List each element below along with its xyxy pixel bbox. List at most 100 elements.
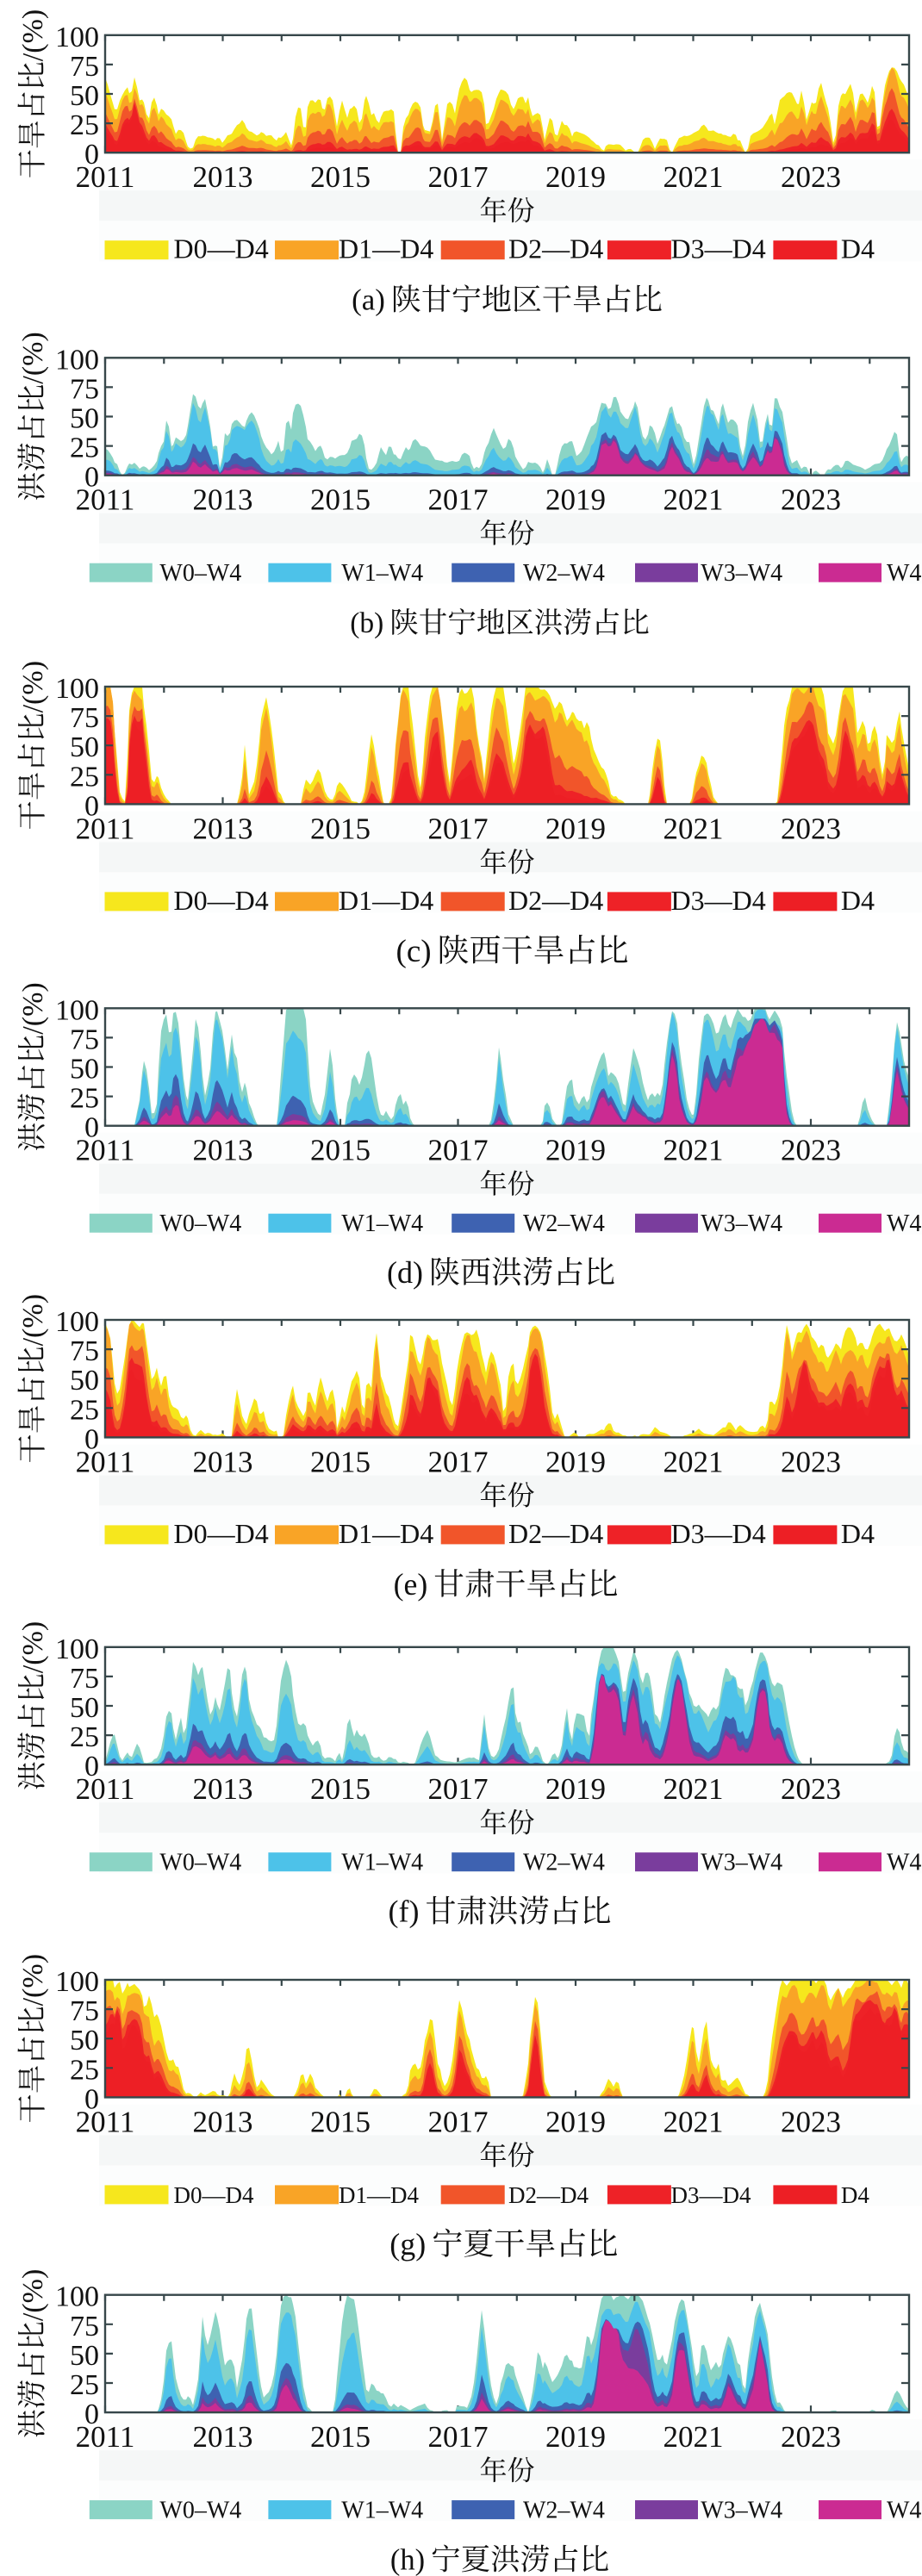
svg-text:D0—D4: D0—D4 (174, 2182, 254, 2208)
svg-text:2017: 2017 (428, 1445, 489, 1478)
svg-text:D3—D4: D3—D4 (671, 2182, 751, 2208)
svg-text:25: 25 (70, 1394, 99, 1426)
svg-text:2019: 2019 (545, 1445, 606, 1478)
svg-text:/(%): /(%) (17, 1621, 49, 1673)
svg-text:2021: 2021 (663, 2420, 724, 2454)
svg-text:2023: 2023 (781, 2420, 841, 2454)
svg-text:75: 75 (70, 1335, 99, 1367)
svg-text:D4: D4 (841, 885, 875, 916)
svg-text:W3–W4: W3–W4 (701, 560, 782, 587)
svg-text:2021: 2021 (663, 2105, 724, 2138)
svg-text:2011: 2011 (76, 1445, 135, 1478)
svg-text:2011: 2011 (76, 483, 135, 517)
svg-text:2015: 2015 (310, 1772, 371, 1806)
svg-text:D1—D4: D1—D4 (339, 2182, 419, 2208)
svg-text:2011: 2011 (76, 812, 135, 845)
svg-text:100: 100 (55, 2281, 99, 2313)
svg-text:25: 25 (70, 109, 99, 141)
svg-text:2021: 2021 (663, 1772, 724, 1806)
svg-text:0: 0 (84, 2399, 99, 2430)
svg-text:0: 0 (84, 462, 99, 494)
svg-text:2017: 2017 (428, 1134, 489, 1167)
svg-text:2023: 2023 (781, 812, 841, 845)
svg-text:2023: 2023 (781, 2105, 841, 2138)
svg-text:25: 25 (70, 432, 99, 464)
svg-text:2013: 2013 (193, 1134, 253, 1167)
svg-text:W1–W4: W1–W4 (341, 560, 423, 587)
svg-text:D0—D4: D0—D4 (174, 233, 269, 264)
svg-text:W2–W4: W2–W4 (523, 2498, 605, 2524)
svg-text:2019: 2019 (545, 483, 606, 517)
svg-text:2021: 2021 (663, 483, 724, 517)
svg-text:50: 50 (70, 2025, 99, 2056)
svg-text:2019: 2019 (545, 2105, 606, 2138)
svg-text:75: 75 (70, 2311, 99, 2343)
svg-text:W0–W4: W0–W4 (159, 2498, 241, 2524)
svg-text:W2–W4: W2–W4 (523, 1210, 605, 1237)
svg-text:2013: 2013 (193, 483, 253, 517)
svg-text:0: 0 (84, 139, 99, 171)
svg-text:0: 0 (84, 790, 99, 822)
svg-text:W4: W4 (887, 560, 921, 587)
svg-text:D2—D4: D2—D4 (508, 2182, 589, 2208)
svg-text:(b): (b) (350, 607, 383, 639)
svg-text:2011: 2011 (76, 2420, 135, 2454)
svg-text:100: 100 (55, 344, 99, 376)
svg-text:(e): (e) (394, 1567, 428, 1602)
svg-text:2019: 2019 (545, 1134, 606, 1167)
svg-text:/(%): /(%) (17, 1954, 49, 2006)
svg-text:D4: D4 (841, 233, 875, 264)
svg-text:2015: 2015 (310, 1445, 371, 1478)
svg-text:(a): (a) (352, 283, 385, 317)
svg-text:2019: 2019 (545, 2420, 606, 2454)
svg-text:W1–W4: W1–W4 (341, 2498, 423, 2524)
svg-text:50: 50 (70, 1365, 99, 1397)
svg-text:2021: 2021 (663, 812, 724, 845)
svg-text:W1–W4: W1–W4 (341, 1850, 423, 1876)
svg-text:(d): (d) (387, 1255, 423, 1290)
svg-text:50: 50 (70, 731, 99, 763)
svg-text:/(%): /(%) (17, 332, 49, 383)
svg-text:25: 25 (70, 2054, 99, 2086)
svg-text:2013: 2013 (193, 1445, 253, 1478)
svg-text:W0–W4: W0–W4 (159, 1210, 241, 1237)
svg-text:2013: 2013 (193, 812, 253, 845)
svg-text:2013: 2013 (193, 1772, 253, 1806)
svg-text:(h): (h) (390, 2544, 425, 2576)
svg-text:100: 100 (55, 1306, 99, 1338)
svg-text:W1–W4: W1–W4 (341, 1210, 423, 1237)
svg-text:25: 25 (70, 2369, 99, 2401)
svg-text:2023: 2023 (781, 1772, 841, 1806)
svg-text:D0—D4: D0—D4 (174, 885, 269, 916)
svg-text:2011: 2011 (76, 1134, 135, 1167)
svg-text:D3—D4: D3—D4 (671, 1518, 766, 1549)
svg-text:2023: 2023 (781, 483, 841, 517)
svg-text:2011: 2011 (76, 160, 135, 194)
svg-text:/(%): /(%) (17, 1294, 49, 1346)
svg-text:W0–W4: W0–W4 (159, 1850, 241, 1876)
svg-text:50: 50 (70, 1692, 99, 1724)
svg-text:75: 75 (70, 1663, 99, 1695)
svg-text:W4: W4 (887, 1210, 921, 1237)
svg-text:2021: 2021 (663, 160, 724, 194)
svg-text:D2—D4: D2—D4 (508, 1518, 603, 1549)
svg-text:2015: 2015 (310, 483, 371, 517)
svg-text:/(%): /(%) (17, 2269, 49, 2321)
svg-text:75: 75 (70, 373, 99, 405)
svg-text:2023: 2023 (781, 1134, 841, 1167)
svg-text:100: 100 (55, 1966, 99, 1998)
svg-text:2015: 2015 (310, 1134, 371, 1167)
svg-text:100: 100 (55, 994, 99, 1026)
svg-text:2017: 2017 (428, 812, 489, 845)
svg-text:100: 100 (55, 1633, 99, 1665)
svg-text:50: 50 (70, 1054, 99, 1086)
svg-text:2023: 2023 (781, 160, 841, 194)
svg-text:0: 0 (84, 1751, 99, 1783)
svg-text:(c): (c) (396, 934, 432, 969)
svg-text:2017: 2017 (428, 2420, 489, 2454)
svg-text:W3–W4: W3–W4 (701, 1210, 782, 1237)
svg-text:2013: 2013 (193, 160, 253, 194)
svg-text:50: 50 (70, 80, 99, 112)
svg-text:D1—D4: D1—D4 (339, 885, 433, 916)
svg-text:2015: 2015 (310, 812, 371, 845)
